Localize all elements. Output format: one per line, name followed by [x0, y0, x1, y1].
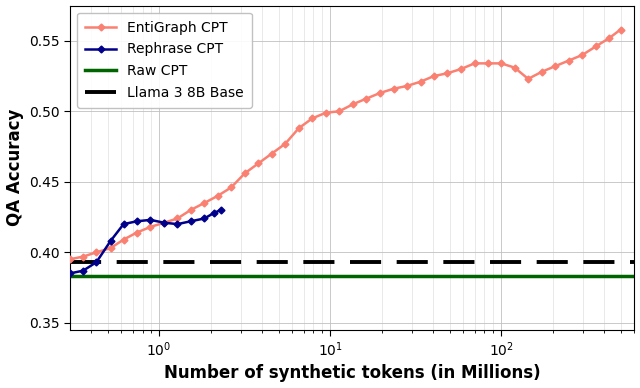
- EntiGraph CPT: [538, 69, 546, 74]
- Raw CPT: [156, 274, 163, 279]
- EntiGraph CPT: [322, 111, 330, 115]
- EntiGraph CPT: [160, 220, 168, 225]
- EntiGraph CPT: [227, 185, 235, 190]
- EntiGraph CPT: [551, 64, 559, 69]
- Rephrase CPT: [160, 220, 168, 225]
- EntiGraph CPT: [173, 216, 181, 221]
- Llama 3 8B Base: [156, 260, 163, 265]
- Rephrase CPT: [211, 211, 218, 215]
- Rephrase CPT: [200, 216, 208, 221]
- EntiGraph CPT: [254, 161, 262, 166]
- EntiGraph CPT: [107, 246, 115, 250]
- EntiGraph CPT: [308, 116, 316, 121]
- EntiGraph CPT: [376, 91, 384, 95]
- Rephrase CPT: [107, 239, 115, 243]
- EntiGraph CPT: [592, 44, 600, 49]
- Rephrase CPT: [93, 260, 100, 265]
- Rephrase CPT: [217, 208, 225, 212]
- Rephrase CPT: [79, 268, 87, 273]
- EntiGraph CPT: [605, 36, 613, 40]
- EntiGraph CPT: [120, 237, 127, 242]
- EntiGraph CPT: [214, 194, 221, 198]
- EntiGraph CPT: [430, 74, 438, 78]
- Rephrase CPT: [187, 219, 195, 223]
- Rephrase CPT: [173, 222, 181, 227]
- EntiGraph CPT: [617, 27, 625, 32]
- EntiGraph CPT: [444, 71, 451, 76]
- EntiGraph CPT: [282, 141, 289, 146]
- EntiGraph CPT: [484, 61, 492, 66]
- Line: EntiGraph CPT: EntiGraph CPT: [67, 27, 623, 262]
- Line: Rephrase CPT: Rephrase CPT: [67, 208, 223, 276]
- EntiGraph CPT: [295, 126, 303, 130]
- EntiGraph CPT: [417, 80, 424, 84]
- Rephrase CPT: [66, 271, 74, 276]
- EntiGraph CPT: [66, 257, 74, 262]
- EntiGraph CPT: [349, 102, 356, 107]
- EntiGraph CPT: [471, 61, 479, 66]
- EntiGraph CPT: [335, 109, 343, 114]
- Rephrase CPT: [147, 218, 154, 222]
- Rephrase CPT: [120, 222, 127, 227]
- EntiGraph CPT: [565, 58, 573, 63]
- EntiGraph CPT: [579, 53, 586, 57]
- EntiGraph CPT: [524, 76, 532, 81]
- EntiGraph CPT: [241, 171, 248, 176]
- EntiGraph CPT: [79, 254, 87, 259]
- X-axis label: Number of synthetic tokens (in Millions): Number of synthetic tokens (in Millions): [164, 364, 541, 383]
- Legend: EntiGraph CPT, Rephrase CPT, Raw CPT, Llama 3 8B Base: EntiGraph CPT, Rephrase CPT, Raw CPT, Ll…: [77, 12, 252, 108]
- EntiGraph CPT: [268, 151, 276, 156]
- EntiGraph CPT: [93, 250, 100, 255]
- EntiGraph CPT: [362, 96, 370, 101]
- EntiGraph CPT: [133, 230, 141, 235]
- EntiGraph CPT: [187, 208, 195, 212]
- EntiGraph CPT: [200, 201, 208, 205]
- EntiGraph CPT: [497, 61, 505, 66]
- EntiGraph CPT: [457, 67, 465, 71]
- EntiGraph CPT: [403, 83, 411, 88]
- EntiGraph CPT: [511, 65, 518, 70]
- EntiGraph CPT: [390, 87, 397, 91]
- Rephrase CPT: [133, 219, 141, 223]
- EntiGraph CPT: [147, 225, 154, 229]
- Y-axis label: QA Accuracy: QA Accuracy: [6, 109, 24, 227]
